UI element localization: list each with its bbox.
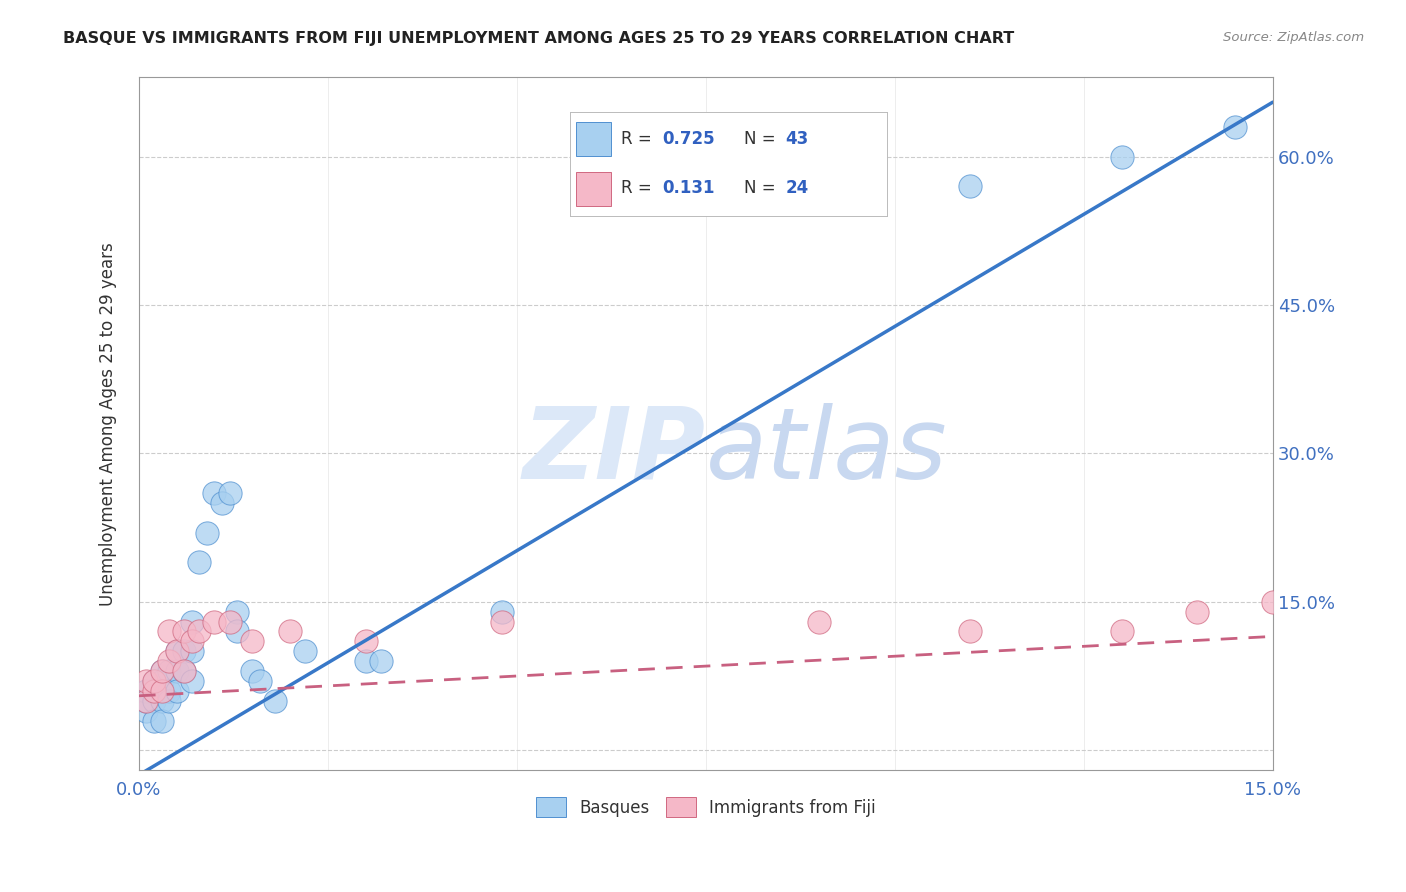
Point: [1223, 120, 1246, 134]
Point: [1111, 150, 1133, 164]
Point: [294, 644, 316, 658]
Point: [218, 486, 240, 500]
Point: [1185, 605, 1208, 619]
Point: [135, 694, 157, 708]
Point: [264, 694, 287, 708]
Text: ZIP: ZIP: [523, 403, 706, 500]
Point: [143, 683, 166, 698]
Point: [157, 624, 180, 639]
Point: [150, 664, 173, 678]
Point: [808, 179, 831, 194]
Point: [354, 634, 377, 648]
Point: [143, 714, 166, 728]
Point: [808, 615, 831, 629]
Point: [143, 673, 166, 688]
Point: [173, 664, 195, 678]
Point: [143, 673, 166, 688]
Point: [188, 624, 211, 639]
Point: [157, 664, 180, 678]
Text: Source: ZipAtlas.com: Source: ZipAtlas.com: [1223, 31, 1364, 45]
Point: [204, 615, 226, 629]
Point: [1261, 595, 1284, 609]
Point: [180, 615, 202, 629]
Point: [354, 654, 377, 668]
Point: [157, 694, 180, 708]
Point: [195, 525, 218, 540]
Point: [173, 624, 195, 639]
Point: [180, 673, 202, 688]
Point: [1111, 624, 1133, 639]
Text: BASQUE VS IMMIGRANTS FROM FIJI UNEMPLOYMENT AMONG AGES 25 TO 29 YEARS CORRELATIO: BASQUE VS IMMIGRANTS FROM FIJI UNEMPLOYM…: [63, 31, 1015, 46]
Point: [150, 714, 173, 728]
Point: [226, 624, 249, 639]
Point: [491, 605, 513, 619]
Point: [135, 704, 157, 718]
Point: [188, 555, 211, 569]
Point: [150, 683, 173, 698]
Point: [226, 605, 249, 619]
Point: [135, 673, 157, 688]
Point: [204, 486, 226, 500]
Point: [157, 683, 180, 698]
Point: [150, 664, 173, 678]
Text: atlas: atlas: [706, 403, 948, 500]
Point: [959, 179, 981, 194]
Point: [173, 644, 195, 658]
Point: [491, 615, 513, 629]
Point: [166, 683, 188, 698]
Point: [959, 624, 981, 639]
Point: [370, 654, 392, 668]
Point: [166, 664, 188, 678]
Point: [135, 694, 157, 708]
Point: [143, 694, 166, 708]
Point: [249, 673, 271, 688]
Y-axis label: Unemployment Among Ages 25 to 29 years: Unemployment Among Ages 25 to 29 years: [100, 242, 117, 606]
Point: [166, 644, 188, 658]
Point: [173, 664, 195, 678]
Point: [166, 644, 188, 658]
Point: [150, 694, 173, 708]
Legend: Basques, Immigrants from Fiji: Basques, Immigrants from Fiji: [529, 790, 883, 824]
Point: [135, 683, 157, 698]
Point: [240, 664, 263, 678]
Point: [278, 624, 301, 639]
Point: [150, 673, 173, 688]
Point: [218, 615, 240, 629]
Point: [157, 654, 180, 668]
Point: [240, 634, 263, 648]
Point: [180, 644, 202, 658]
Point: [180, 634, 202, 648]
Point: [211, 496, 233, 510]
